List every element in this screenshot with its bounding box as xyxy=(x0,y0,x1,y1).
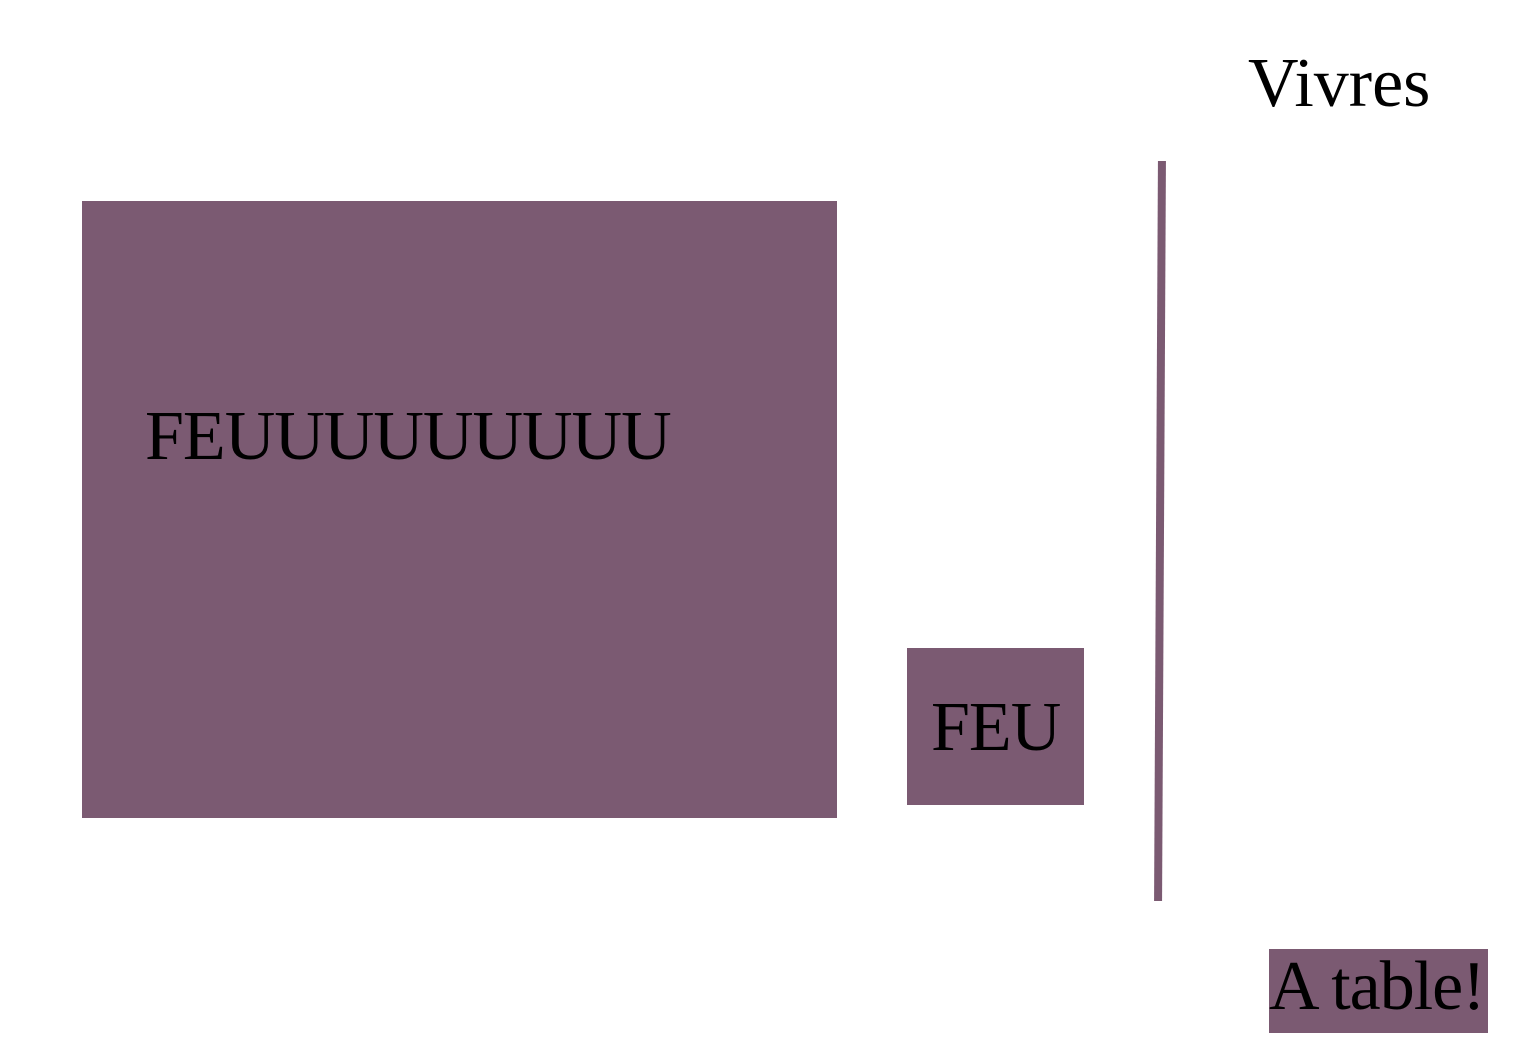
a-table-button[interactable]: A table! xyxy=(1269,948,1488,1033)
small-panel[interactable]: FEU xyxy=(907,648,1084,805)
large-panel[interactable]: FEUUUUUUUUU xyxy=(82,201,837,818)
large-panel-label: FEUUUUUUUUU xyxy=(145,398,672,475)
page-title: Vivres xyxy=(1248,45,1431,122)
a-table-button-label: A table! xyxy=(1269,948,1486,1025)
vertical-divider xyxy=(1154,161,1166,901)
small-panel-label: FEU xyxy=(931,689,1061,766)
